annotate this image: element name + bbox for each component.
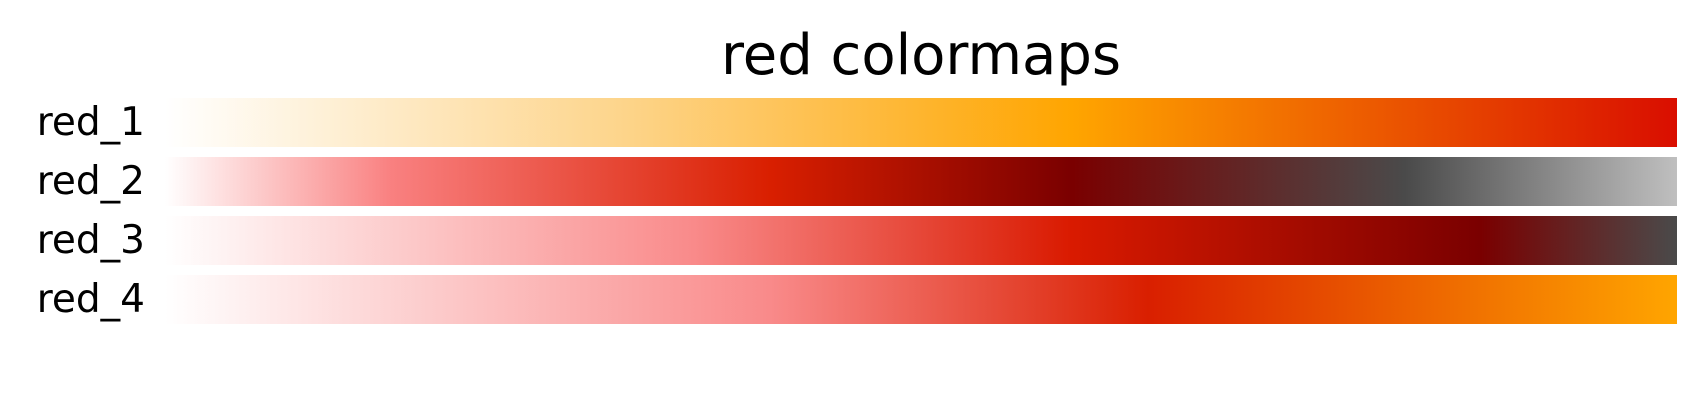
colormap-row: red_1: [0, 98, 1707, 147]
figure-title: red colormaps: [720, 23, 1122, 88]
colormap-gradient-bar: [165, 98, 1677, 147]
colormap-label: red_4: [36, 277, 145, 322]
colormap-row: red_3: [0, 216, 1707, 265]
colormap-label: red_1: [36, 100, 145, 145]
colormap-gradient-bar: [165, 275, 1677, 324]
colormap-list: red_1 red_2 red_3 red_4: [0, 98, 1707, 334]
colormap-gradient-bar: [165, 157, 1677, 206]
colormap-row: red_2: [0, 157, 1707, 206]
colormap-label: red_3: [36, 218, 145, 263]
colormap-label: red_2: [36, 159, 145, 204]
colormap-row: red_4: [0, 275, 1707, 324]
colormap-gradient-bar: [165, 216, 1677, 265]
